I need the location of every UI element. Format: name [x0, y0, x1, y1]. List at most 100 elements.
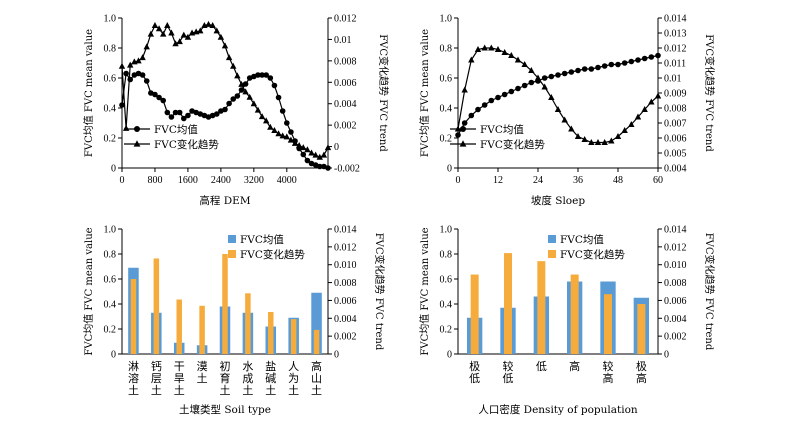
trend-point	[147, 30, 155, 37]
category-label: 初育土	[220, 359, 231, 397]
right-y-tick-label: 0.012	[334, 14, 357, 25]
trend-point	[474, 46, 482, 52]
trend-point	[295, 142, 303, 148]
trend-point	[279, 132, 286, 139]
mean-value-point	[300, 151, 307, 158]
trend-point	[641, 106, 648, 112]
category-label-glyph: 土	[288, 384, 299, 397]
mean-value-point	[608, 61, 615, 68]
mean-value-point	[541, 75, 548, 81]
mean-value-point	[528, 79, 535, 86]
trend-point	[172, 40, 179, 47]
trend-point	[494, 46, 502, 52]
right-y-tick-label: 0.006	[664, 134, 687, 145]
category-label: 人为土	[288, 360, 299, 397]
legend-circle-marker	[460, 126, 466, 132]
left-y-tick-label: 0	[447, 164, 452, 175]
right-y-tick-label: 0.012	[334, 242, 357, 253]
trend-point	[271, 127, 278, 133]
mean-value-point	[615, 61, 621, 68]
category-label-glyph: 漠	[197, 360, 208, 373]
legend-label: FVC变化趋势	[560, 248, 625, 261]
trend-point	[461, 86, 468, 93]
trend-point	[221, 42, 229, 49]
trend-point	[614, 133, 622, 139]
legend-label: FVC均值	[240, 233, 284, 246]
left-y-tick-label: 0.4	[440, 104, 453, 115]
right-y-tick-label: 0.012	[664, 242, 687, 253]
category-label-glyph: 土	[174, 384, 185, 397]
category-label-glyph: 人	[288, 360, 299, 373]
category-label-glyph: 低	[536, 360, 547, 373]
x-tick-label: 12	[493, 175, 503, 186]
trend-point	[267, 123, 274, 130]
category-label: 极低	[469, 359, 480, 385]
right-y-tick-label: 0.004	[664, 314, 687, 325]
mean-value-point	[568, 69, 575, 75]
trend-point	[541, 83, 548, 90]
right-y-tick-label: 0.008	[334, 278, 357, 289]
mean-value-point	[481, 102, 488, 108]
mean-value-point	[263, 72, 270, 78]
mean-value-point	[555, 72, 561, 78]
left-y-axis-title: FVC均值 FVC mean value	[418, 29, 431, 157]
left-y-axis-title: FVC均值 FVC mean value	[82, 29, 95, 157]
right-y-tick-label: 0.012	[664, 44, 687, 55]
category-label-glyph: 盐	[265, 360, 276, 373]
trend-point	[135, 57, 142, 64]
trend-bar	[222, 254, 228, 354]
trend-bar	[245, 293, 251, 354]
legend-swatch	[548, 235, 556, 243]
category-label: 淋溶土	[128, 360, 139, 397]
right-y-axis-title: FVC变化趋势 FVC trend	[703, 34, 716, 152]
trend-point	[176, 38, 183, 45]
trend-point	[581, 136, 588, 142]
category-label-glyph: 旱	[174, 372, 185, 385]
mean-value-bar	[311, 292, 322, 354]
category-label-glyph: 淋	[128, 360, 139, 373]
left-y-axis-title: FVC均值 FVC mean value	[82, 227, 95, 355]
legend-label: FVC变化趋势	[154, 138, 219, 151]
mean-value-point	[267, 75, 274, 81]
trend-point	[621, 127, 628, 133]
legend-swatch	[548, 250, 556, 258]
trend-point	[184, 33, 192, 40]
right-y-tick-label: 0.013	[664, 29, 687, 40]
legend-label: FVC均值	[154, 123, 198, 136]
category-label-glyph: 极	[636, 359, 647, 373]
category-label-glyph: 为	[288, 372, 299, 385]
trend-point	[287, 136, 295, 143]
trend-point	[601, 139, 608, 145]
mean-value-point	[628, 58, 635, 65]
trend-point	[127, 61, 134, 68]
trend-point	[320, 151, 328, 158]
trend-bar	[537, 261, 546, 354]
trend-point	[528, 67, 535, 73]
category-label-glyph: 高	[569, 359, 580, 373]
category-label-glyph: 土	[265, 384, 276, 397]
mean-value-point	[475, 106, 481, 113]
trend-bar	[570, 274, 579, 354]
left-y-tick-label: 0.2	[440, 134, 453, 145]
mean-value-point	[495, 94, 501, 101]
trend-bar	[504, 253, 512, 354]
mean-value-point	[288, 129, 294, 135]
mean-value-point	[279, 108, 286, 114]
category-label-glyph: 极	[469, 359, 480, 373]
trend-point	[151, 22, 159, 28]
trend-point	[654, 92, 662, 99]
mean-value-series-line	[121, 71, 329, 169]
right-y-tick-label: 0.009	[664, 89, 687, 100]
mean-value-point	[316, 163, 323, 170]
mean-value-point	[255, 72, 261, 78]
category-label: 盐碱土	[265, 360, 276, 397]
trend-point	[534, 74, 542, 81]
right-y-axis-title: FVC变化趋势 FVC trend	[377, 34, 390, 152]
trend-point	[263, 117, 270, 124]
category-label: 钙层土	[151, 359, 162, 397]
left-y-tick-label: 0.8	[440, 250, 453, 261]
mean-value-point	[304, 157, 311, 164]
mean-value-point	[143, 78, 150, 84]
legend-circle-marker	[134, 126, 140, 132]
